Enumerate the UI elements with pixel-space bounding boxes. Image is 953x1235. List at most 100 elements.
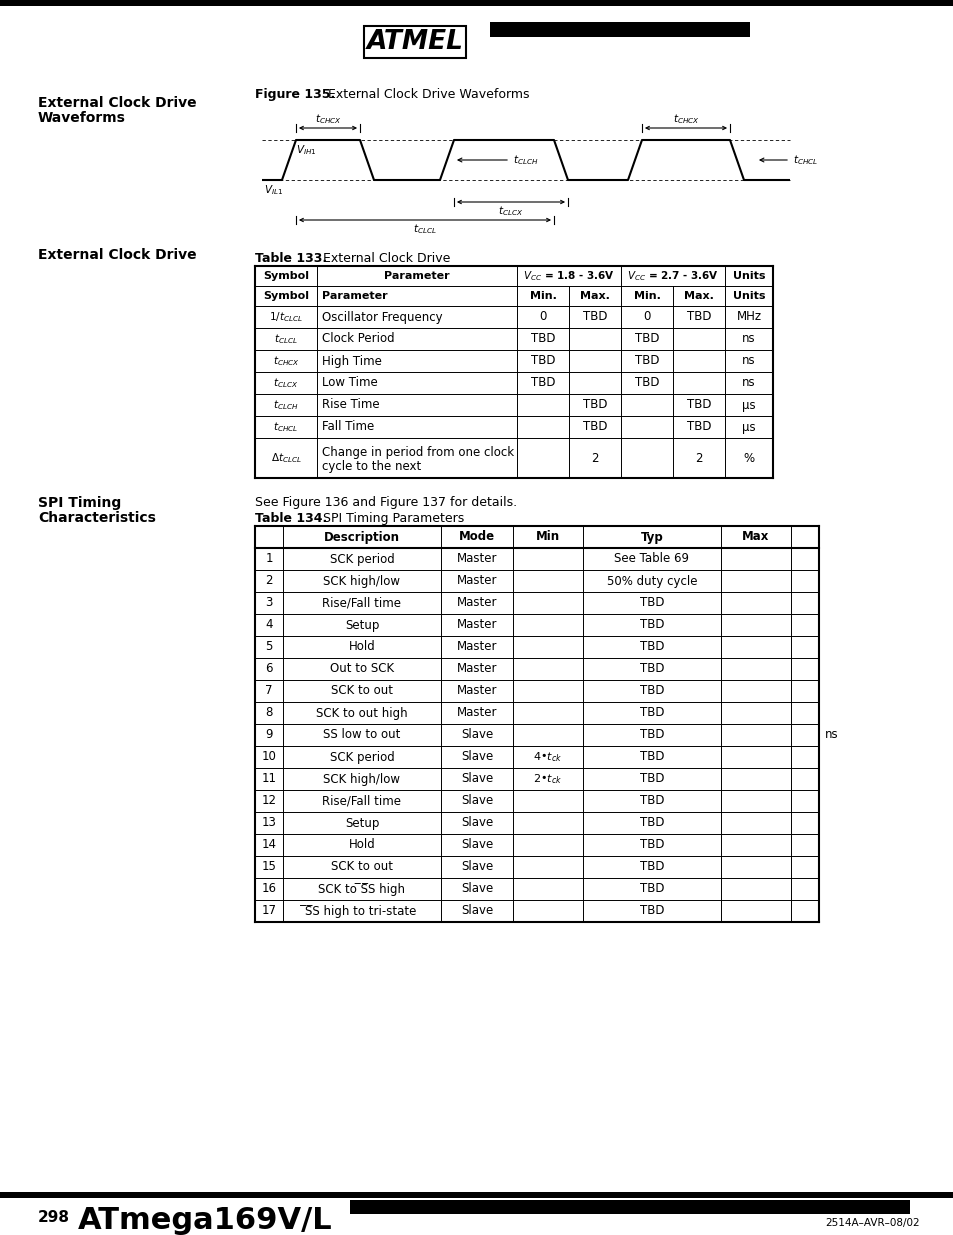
Text: See Figure 136 and Figure 137 for details.: See Figure 136 and Figure 137 for detail… bbox=[254, 496, 517, 509]
Text: 11: 11 bbox=[261, 773, 276, 785]
Text: ATMEL: ATMEL bbox=[366, 28, 463, 56]
Text: ATmega169V/L: ATmega169V/L bbox=[78, 1207, 333, 1235]
Text: TBD: TBD bbox=[686, 420, 711, 433]
Text: External Clock Drive Waveforms: External Clock Drive Waveforms bbox=[319, 88, 529, 101]
Text: TBD: TBD bbox=[639, 641, 663, 653]
Text: Slave: Slave bbox=[460, 751, 493, 763]
Text: Slave: Slave bbox=[460, 904, 493, 918]
Text: SCK to ̅S̅S high: SCK to ̅S̅S high bbox=[318, 883, 405, 895]
Text: Rise/Fall time: Rise/Fall time bbox=[322, 794, 401, 808]
Text: $V_{CC}$ = 1.8 - 3.6V: $V_{CC}$ = 1.8 - 3.6V bbox=[522, 269, 614, 283]
Text: Master: Master bbox=[456, 641, 497, 653]
Text: Parameter: Parameter bbox=[384, 270, 450, 282]
Bar bbox=[350, 1200, 909, 1214]
Text: TBD: TBD bbox=[639, 662, 663, 676]
Text: TBD: TBD bbox=[639, 619, 663, 631]
Text: Out to SCK: Out to SCK bbox=[330, 662, 394, 676]
Text: Fall Time: Fall Time bbox=[322, 420, 374, 433]
Text: Table 134.: Table 134. bbox=[254, 513, 327, 525]
Text: SCK to out: SCK to out bbox=[331, 861, 393, 873]
Text: TBD: TBD bbox=[686, 399, 711, 411]
Text: $t_{CLCL}$: $t_{CLCL}$ bbox=[274, 332, 297, 346]
Text: 0: 0 bbox=[538, 310, 546, 324]
Text: Clock Period: Clock Period bbox=[322, 332, 395, 346]
Text: TBD: TBD bbox=[639, 904, 663, 918]
Text: TBD: TBD bbox=[639, 729, 663, 741]
Text: $t_{CLCX}$: $t_{CLCX}$ bbox=[497, 204, 523, 217]
Text: TBD: TBD bbox=[582, 420, 607, 433]
Text: SCK period: SCK period bbox=[330, 751, 394, 763]
Text: μs: μs bbox=[741, 399, 755, 411]
Text: Master: Master bbox=[456, 574, 497, 588]
Text: Min.: Min. bbox=[529, 291, 556, 301]
Text: 2: 2 bbox=[265, 574, 273, 588]
Text: %: % bbox=[742, 452, 754, 464]
Text: $1/t_{CLCL}$: $1/t_{CLCL}$ bbox=[269, 310, 303, 324]
Text: Description: Description bbox=[324, 531, 399, 543]
Text: Parameter: Parameter bbox=[322, 291, 387, 301]
Text: ns: ns bbox=[824, 729, 838, 741]
Text: Hold: Hold bbox=[348, 839, 375, 851]
Text: TBD: TBD bbox=[639, 684, 663, 698]
Text: $t_{CLCL}$: $t_{CLCL}$ bbox=[413, 222, 436, 236]
Text: Change in period from one clock: Change in period from one clock bbox=[322, 446, 514, 459]
Text: Symbol: Symbol bbox=[263, 291, 309, 301]
Text: 4: 4 bbox=[265, 619, 273, 631]
Text: $t_{CLCH}$: $t_{CLCH}$ bbox=[273, 398, 298, 412]
Text: TBD: TBD bbox=[639, 751, 663, 763]
Text: Master: Master bbox=[456, 552, 497, 566]
Text: TBD: TBD bbox=[639, 773, 663, 785]
Text: Units: Units bbox=[732, 291, 764, 301]
Text: Slave: Slave bbox=[460, 816, 493, 830]
Text: TBD: TBD bbox=[530, 377, 555, 389]
Text: ns: ns bbox=[741, 332, 755, 346]
Text: Slave: Slave bbox=[460, 773, 493, 785]
Text: $t_{CHCX}$: $t_{CHCX}$ bbox=[314, 112, 341, 126]
Text: TBD: TBD bbox=[530, 354, 555, 368]
Text: 2: 2 bbox=[695, 452, 702, 464]
Text: Setup: Setup bbox=[344, 816, 378, 830]
Text: 298: 298 bbox=[38, 1210, 70, 1225]
Text: TBD: TBD bbox=[530, 332, 555, 346]
Text: 10: 10 bbox=[261, 751, 276, 763]
Text: 15: 15 bbox=[261, 861, 276, 873]
Text: μs: μs bbox=[741, 420, 755, 433]
Text: 50% duty cycle: 50% duty cycle bbox=[606, 574, 697, 588]
Text: TBD: TBD bbox=[634, 377, 659, 389]
Text: 3: 3 bbox=[265, 597, 273, 610]
Text: $V_{CC}$ = 2.7 - 3.6V: $V_{CC}$ = 2.7 - 3.6V bbox=[626, 269, 719, 283]
Text: Oscillator Frequency: Oscillator Frequency bbox=[322, 310, 442, 324]
Text: SCK to out: SCK to out bbox=[331, 684, 393, 698]
Text: Max.: Max. bbox=[579, 291, 609, 301]
Text: TBD: TBD bbox=[639, 883, 663, 895]
Text: External Clock Drive: External Clock Drive bbox=[314, 252, 450, 266]
Text: Min.: Min. bbox=[633, 291, 659, 301]
Text: See Table 69: See Table 69 bbox=[614, 552, 689, 566]
Text: $t_{CLCH}$: $t_{CLCH}$ bbox=[513, 153, 537, 167]
Text: ns: ns bbox=[741, 354, 755, 368]
Text: 12: 12 bbox=[261, 794, 276, 808]
Text: $t_{CHCX}$: $t_{CHCX}$ bbox=[273, 354, 299, 368]
Text: 1: 1 bbox=[265, 552, 273, 566]
Text: Low Time: Low Time bbox=[322, 377, 377, 389]
Text: $4•t_{ck}$: $4•t_{ck}$ bbox=[533, 750, 562, 764]
Text: External Clock Drive: External Clock Drive bbox=[38, 248, 196, 262]
Text: $t_{CHCL}$: $t_{CHCL}$ bbox=[792, 153, 818, 167]
Text: 17: 17 bbox=[261, 904, 276, 918]
Text: SPI Timing: SPI Timing bbox=[38, 496, 121, 510]
Text: 2: 2 bbox=[591, 452, 598, 464]
Text: 2514A–AVR–08/02: 2514A–AVR–08/02 bbox=[824, 1218, 919, 1228]
Text: Master: Master bbox=[456, 662, 497, 676]
Text: $t_{CHCX}$: $t_{CHCX}$ bbox=[672, 112, 699, 126]
Text: Max: Max bbox=[741, 531, 769, 543]
Text: Rise/Fall time: Rise/Fall time bbox=[322, 597, 401, 610]
Text: $t_{CLCX}$: $t_{CLCX}$ bbox=[274, 377, 298, 390]
Text: TBD: TBD bbox=[639, 816, 663, 830]
Text: SCK to out high: SCK to out high bbox=[315, 706, 407, 720]
Text: $V_{IH1}$: $V_{IH1}$ bbox=[295, 143, 316, 157]
Text: $t_{CHCL}$: $t_{CHCL}$ bbox=[274, 420, 298, 433]
Text: Slave: Slave bbox=[460, 794, 493, 808]
Text: Units: Units bbox=[732, 270, 764, 282]
Text: ̅S̅S high to tri-state: ̅S̅S high to tri-state bbox=[306, 904, 417, 918]
Text: ns: ns bbox=[741, 377, 755, 389]
